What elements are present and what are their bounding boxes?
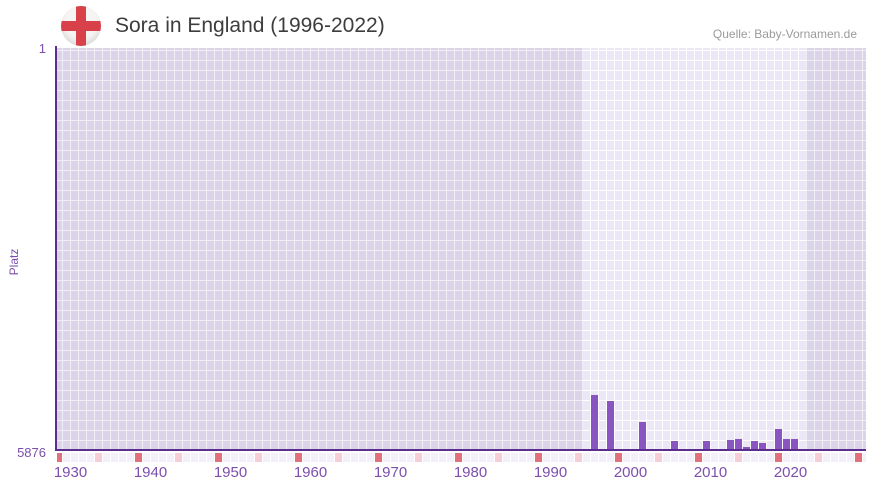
y-axis-max-label: 1 (38, 41, 46, 56)
y-axis-title: Platz (7, 248, 21, 276)
england-flag-icon (61, 6, 101, 46)
half-tick-cell-1985 (495, 453, 502, 462)
chart-title: Sora in England (1996-2022) (115, 14, 385, 37)
bar-2017[interactable] (751, 441, 758, 450)
x-tick-label-1970: 1970 (373, 464, 408, 481)
bar-1999[interactable] (607, 401, 614, 450)
bar-2003[interactable] (639, 422, 646, 450)
bar-2020[interactable] (775, 429, 782, 450)
x-tick-label-2020: 2020 (773, 464, 808, 481)
x-tick-label-2000: 2000 (613, 464, 648, 481)
half-tick-cell-1955 (255, 453, 262, 462)
bar-2015[interactable] (735, 439, 742, 450)
bar-2016[interactable] (743, 447, 750, 450)
x-tick-label-1940: 1940 (133, 464, 168, 481)
x-tick-label-1980: 1980 (453, 464, 488, 481)
bar-2018[interactable] (759, 443, 766, 450)
half-tick-cell-1935 (95, 453, 102, 462)
grid-region-after-data (806, 48, 866, 450)
source-credit: Quelle: Baby-Vornamen.de (712, 27, 857, 41)
decade-tick-cell-1940 (135, 453, 142, 462)
half-tick-cell-2015 (735, 453, 742, 462)
half-tick-cell-2025 (815, 453, 822, 462)
x-tick-label-1990: 1990 (533, 464, 568, 481)
x-tick-label-1950: 1950 (213, 464, 248, 481)
half-tick-cell-1945 (175, 453, 182, 462)
x-axis-line (55, 449, 866, 451)
bar-2014[interactable] (727, 440, 734, 450)
plot-area (57, 48, 866, 450)
bar-2007[interactable] (671, 441, 678, 450)
grid-region-data-highlight (583, 48, 806, 450)
decade-tick-cell-2000 (615, 453, 622, 462)
x-tick-label-1960: 1960 (293, 464, 328, 481)
decade-tick-cell-1930 (57, 453, 62, 462)
x-tick-label-1930: 1930 (53, 464, 88, 481)
flag-cross-vertical (76, 6, 86, 46)
decade-tick-cell-2030 (855, 453, 862, 462)
decade-tick-cell-2010 (695, 453, 702, 462)
decade-tick-cell-1960 (295, 453, 302, 462)
y-axis-min-label: 5876 (17, 445, 46, 460)
half-tick-cell-1975 (415, 453, 422, 462)
half-tick-cell-2005 (655, 453, 662, 462)
bar-2011[interactable] (703, 441, 710, 450)
decade-tick-cell-1970 (375, 453, 382, 462)
decade-tick-cell-1990 (535, 453, 542, 462)
bar-2022[interactable] (791, 439, 798, 450)
bar-2021[interactable] (783, 439, 790, 450)
decade-tick-cell-2020 (775, 453, 782, 462)
half-tick-cell-1995 (575, 453, 582, 462)
grid-region-before-data (57, 48, 583, 450)
decade-tick-cell-1950 (215, 453, 222, 462)
decade-tick-cell-1980 (455, 453, 462, 462)
half-tick-cell-1965 (335, 453, 342, 462)
x-axis-tick-strip (57, 453, 866, 462)
y-axis-line (55, 46, 57, 451)
x-tick-label-2010: 2010 (693, 464, 728, 481)
bar-1997[interactable] (591, 395, 598, 450)
